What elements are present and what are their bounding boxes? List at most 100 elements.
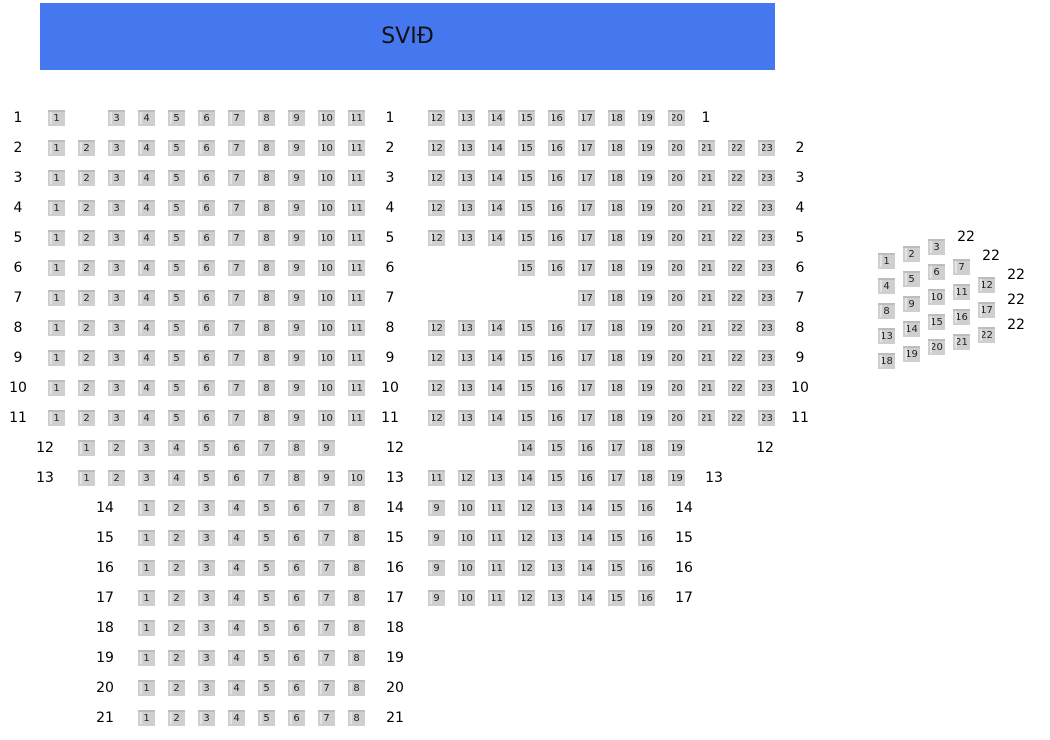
seat[interactable]: 6 <box>198 320 215 336</box>
seat[interactable]: 8 <box>878 303 895 319</box>
seat[interactable]: 18 <box>608 290 625 306</box>
seat[interactable]: 1 <box>48 380 65 396</box>
seat[interactable]: 19 <box>638 350 655 366</box>
seat[interactable]: 4 <box>168 470 185 486</box>
seat[interactable]: 12 <box>458 470 475 486</box>
seat[interactable]: 2 <box>168 530 185 546</box>
seat[interactable]: 6 <box>288 500 305 516</box>
seat[interactable]: 1 <box>48 200 65 216</box>
seat[interactable]: 14 <box>518 440 535 456</box>
seat[interactable]: 8 <box>258 170 275 186</box>
seat[interactable]: 17 <box>578 140 595 156</box>
seat[interactable]: 19 <box>668 440 685 456</box>
seat[interactable]: 8 <box>348 680 365 696</box>
seat[interactable]: 14 <box>488 410 505 426</box>
seat[interactable]: 16 <box>548 380 565 396</box>
seat[interactable]: 4 <box>228 680 245 696</box>
seat[interactable]: 18 <box>608 380 625 396</box>
seat[interactable]: 10 <box>318 350 335 366</box>
seat[interactable]: 9 <box>318 440 335 456</box>
seat[interactable]: 3 <box>198 500 215 516</box>
seat[interactable]: 5 <box>258 620 275 636</box>
seat[interactable]: 9 <box>288 110 305 126</box>
seat[interactable]: 2 <box>78 230 95 246</box>
seat[interactable]: 3 <box>138 440 155 456</box>
seat[interactable]: 21 <box>698 170 715 186</box>
seat[interactable]: 12 <box>428 170 445 186</box>
seat[interactable]: 7 <box>228 350 245 366</box>
seat[interactable]: 16 <box>548 320 565 336</box>
seat[interactable]: 8 <box>348 590 365 606</box>
seat[interactable]: 9 <box>288 320 305 336</box>
seat[interactable]: 17 <box>578 410 595 426</box>
seat[interactable]: 10 <box>318 290 335 306</box>
seat[interactable]: 5 <box>258 530 275 546</box>
seat[interactable]: 8 <box>258 350 275 366</box>
seat[interactable]: 17 <box>578 200 595 216</box>
seat[interactable]: 2 <box>168 620 185 636</box>
seat[interactable]: 4 <box>138 380 155 396</box>
seat[interactable]: 12 <box>978 277 995 293</box>
seat[interactable]: 8 <box>288 440 305 456</box>
seat[interactable]: 23 <box>758 140 775 156</box>
seat[interactable]: 18 <box>638 440 655 456</box>
seat[interactable]: 14 <box>488 380 505 396</box>
seat[interactable]: 8 <box>348 560 365 576</box>
seat[interactable]: 3 <box>108 380 125 396</box>
seat[interactable]: 12 <box>428 350 445 366</box>
seat[interactable]: 1 <box>138 500 155 516</box>
seat[interactable]: 3 <box>108 290 125 306</box>
seat[interactable]: 1 <box>138 680 155 696</box>
seat[interactable]: 8 <box>348 710 365 726</box>
seat[interactable]: 7 <box>318 530 335 546</box>
seat[interactable]: 2 <box>78 170 95 186</box>
seat[interactable]: 11 <box>348 140 365 156</box>
seat[interactable]: 20 <box>668 170 685 186</box>
seat[interactable]: 21 <box>698 230 715 246</box>
seat[interactable]: 5 <box>168 380 185 396</box>
seat[interactable]: 18 <box>608 350 625 366</box>
seat[interactable]: 20 <box>668 290 685 306</box>
seat[interactable]: 16 <box>548 140 565 156</box>
seat[interactable]: 13 <box>458 380 475 396</box>
seat[interactable]: 2 <box>168 680 185 696</box>
seat[interactable]: 13 <box>488 470 505 486</box>
seat[interactable]: 11 <box>348 170 365 186</box>
seat[interactable]: 6 <box>288 680 305 696</box>
seat[interactable]: 22 <box>728 230 745 246</box>
seat[interactable]: 7 <box>228 170 245 186</box>
seat[interactable]: 1 <box>48 260 65 276</box>
seat[interactable]: 5 <box>168 410 185 426</box>
seat[interactable]: 1 <box>138 590 155 606</box>
seat[interactable]: 15 <box>548 440 565 456</box>
seat[interactable]: 12 <box>518 560 535 576</box>
seat[interactable]: 9 <box>288 170 305 186</box>
seat[interactable]: 18 <box>608 410 625 426</box>
seat[interactable]: 17 <box>578 350 595 366</box>
seat[interactable]: 21 <box>953 334 970 350</box>
seat[interactable]: 7 <box>318 560 335 576</box>
seat[interactable]: 15 <box>518 140 535 156</box>
seat[interactable]: 21 <box>698 260 715 276</box>
seat[interactable]: 19 <box>638 200 655 216</box>
seat[interactable]: 8 <box>258 110 275 126</box>
seat[interactable]: 11 <box>348 290 365 306</box>
seat[interactable]: 13 <box>458 350 475 366</box>
seat[interactable]: 10 <box>458 560 475 576</box>
seat[interactable]: 10 <box>318 140 335 156</box>
seat[interactable]: 5 <box>168 350 185 366</box>
seat[interactable]: 10 <box>318 410 335 426</box>
seat[interactable]: 18 <box>608 170 625 186</box>
seat[interactable]: 15 <box>518 320 535 336</box>
seat[interactable]: 11 <box>348 320 365 336</box>
seat[interactable]: 19 <box>638 170 655 186</box>
seat[interactable]: 3 <box>198 710 215 726</box>
seat[interactable]: 9 <box>288 260 305 276</box>
seat[interactable]: 14 <box>488 170 505 186</box>
seat[interactable]: 11 <box>488 560 505 576</box>
seat[interactable]: 2 <box>78 140 95 156</box>
seat[interactable]: 9 <box>288 230 305 246</box>
seat[interactable]: 21 <box>698 410 715 426</box>
seat[interactable]: 1 <box>878 253 895 269</box>
seat[interactable]: 9 <box>903 296 920 312</box>
